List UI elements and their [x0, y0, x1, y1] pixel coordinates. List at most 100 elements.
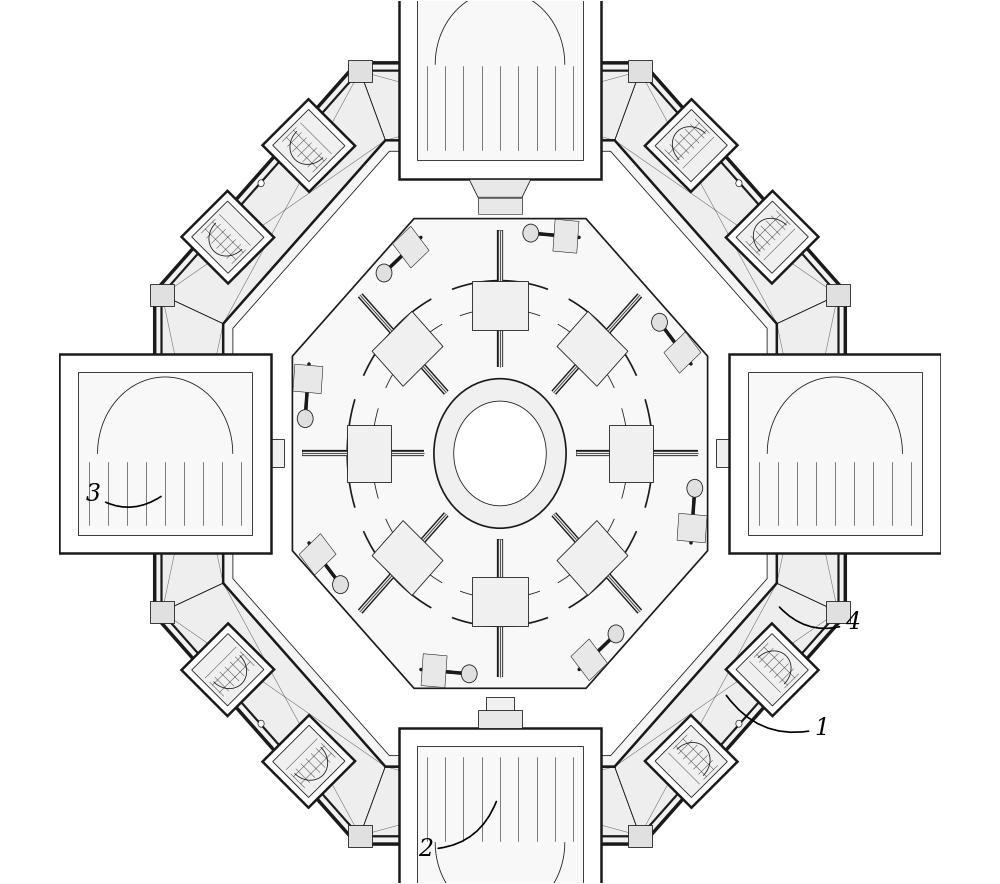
Ellipse shape: [523, 225, 539, 242]
Polygon shape: [348, 825, 372, 847]
Polygon shape: [628, 60, 652, 82]
Polygon shape: [655, 725, 727, 797]
Ellipse shape: [835, 545, 841, 552]
Polygon shape: [615, 72, 838, 324]
Polygon shape: [736, 634, 808, 705]
Polygon shape: [478, 710, 522, 728]
Ellipse shape: [258, 720, 264, 728]
Polygon shape: [478, 196, 522, 212]
Polygon shape: [421, 654, 447, 688]
Ellipse shape: [736, 720, 742, 728]
Polygon shape: [726, 623, 819, 716]
Polygon shape: [410, 50, 475, 116]
Polygon shape: [273, 110, 345, 181]
Polygon shape: [147, 363, 198, 414]
Ellipse shape: [795, 247, 801, 254]
Polygon shape: [273, 725, 345, 797]
Text: 4: 4: [779, 607, 860, 634]
Polygon shape: [139, 356, 205, 421]
Polygon shape: [393, 226, 429, 268]
Polygon shape: [553, 219, 579, 253]
Ellipse shape: [454, 401, 546, 506]
Polygon shape: [347, 425, 391, 482]
Text: 1: 1: [726, 696, 829, 740]
Ellipse shape: [159, 545, 165, 552]
Ellipse shape: [317, 112, 324, 119]
Ellipse shape: [297, 409, 313, 428]
Polygon shape: [150, 284, 174, 306]
Polygon shape: [181, 191, 274, 284]
Polygon shape: [360, 72, 640, 141]
Polygon shape: [399, 728, 601, 884]
Polygon shape: [802, 363, 853, 414]
Ellipse shape: [461, 665, 477, 682]
Polygon shape: [299, 534, 336, 575]
Polygon shape: [628, 825, 652, 847]
Polygon shape: [486, 197, 514, 210]
Ellipse shape: [258, 179, 264, 187]
Polygon shape: [525, 791, 590, 857]
Polygon shape: [609, 425, 653, 482]
Polygon shape: [655, 110, 727, 181]
Ellipse shape: [317, 788, 324, 795]
Ellipse shape: [159, 450, 165, 457]
Polygon shape: [469, 179, 531, 197]
Ellipse shape: [199, 653, 205, 660]
Polygon shape: [795, 485, 861, 551]
Polygon shape: [795, 356, 861, 421]
Polygon shape: [372, 311, 443, 386]
Polygon shape: [293, 364, 323, 393]
Polygon shape: [410, 791, 475, 857]
Text: 2: 2: [418, 802, 496, 861]
Polygon shape: [223, 141, 777, 766]
Polygon shape: [486, 697, 514, 728]
Polygon shape: [417, 57, 468, 109]
Polygon shape: [736, 201, 808, 273]
Polygon shape: [826, 601, 850, 622]
Ellipse shape: [676, 112, 683, 119]
Polygon shape: [777, 295, 838, 612]
Ellipse shape: [676, 788, 683, 795]
Polygon shape: [472, 281, 528, 331]
Polygon shape: [645, 99, 738, 192]
Polygon shape: [417, 746, 583, 884]
Polygon shape: [557, 311, 628, 386]
Polygon shape: [170, 80, 830, 827]
Polygon shape: [147, 493, 198, 544]
Polygon shape: [192, 201, 264, 273]
Polygon shape: [271, 439, 284, 468]
Polygon shape: [729, 354, 941, 553]
Polygon shape: [726, 191, 819, 284]
Polygon shape: [478, 198, 522, 214]
Polygon shape: [78, 371, 252, 535]
Polygon shape: [615, 583, 838, 835]
Ellipse shape: [376, 264, 392, 282]
Ellipse shape: [581, 832, 587, 839]
Polygon shape: [525, 50, 590, 116]
Polygon shape: [262, 715, 355, 808]
Polygon shape: [262, 99, 355, 192]
Ellipse shape: [413, 832, 419, 839]
Polygon shape: [360, 766, 640, 835]
Ellipse shape: [835, 450, 841, 457]
Polygon shape: [417, 0, 583, 161]
Polygon shape: [532, 798, 583, 850]
Polygon shape: [399, 0, 601, 179]
Ellipse shape: [736, 179, 742, 187]
Polygon shape: [677, 514, 707, 543]
Text: 3: 3: [85, 484, 161, 507]
Ellipse shape: [835, 355, 841, 362]
Ellipse shape: [413, 68, 419, 75]
Polygon shape: [532, 57, 583, 109]
Polygon shape: [292, 218, 708, 689]
Ellipse shape: [795, 653, 801, 660]
Polygon shape: [192, 634, 264, 705]
Polygon shape: [59, 354, 271, 553]
Polygon shape: [557, 521, 628, 596]
Polygon shape: [348, 60, 372, 82]
Polygon shape: [571, 639, 607, 681]
Polygon shape: [162, 72, 838, 835]
Polygon shape: [716, 439, 729, 468]
Ellipse shape: [159, 355, 165, 362]
Ellipse shape: [199, 247, 205, 254]
